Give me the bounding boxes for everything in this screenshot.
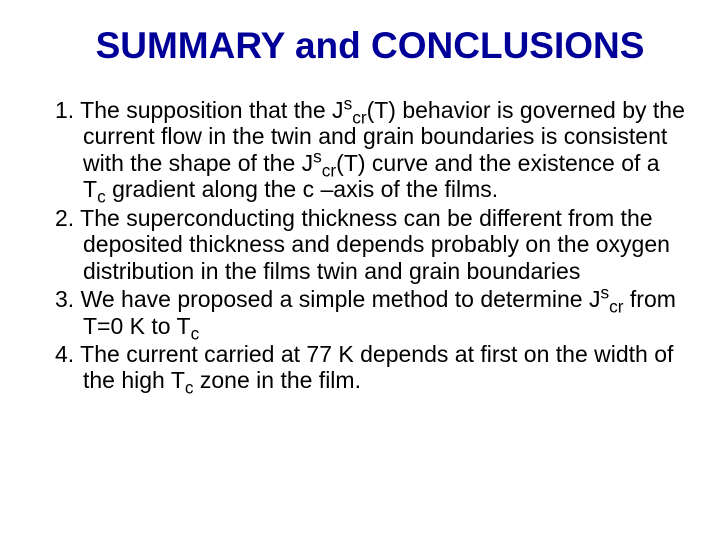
list-item: We have proposed a simple method to dete… <box>55 286 685 339</box>
superscript: s <box>344 93 353 113</box>
text-segment: gradient along the c –axis of the films. <box>106 176 499 202</box>
text-segment: zone in the film. <box>194 367 361 393</box>
list-item: The current carried at 77 K depends at f… <box>55 341 685 394</box>
text-segment: We have proposed a simple method to dete… <box>81 286 601 312</box>
subscript: c <box>185 378 194 398</box>
subscript: cr <box>609 297 623 317</box>
text-segment: The current carried at 77 K depends at f… <box>80 341 673 393</box>
superscript: s <box>313 146 322 166</box>
text-segment: The supposition that the J <box>80 97 343 123</box>
list-item: The superconducting thickness can be dif… <box>55 205 685 284</box>
slide-title: SUMMARY and CONCLUSIONS <box>55 25 685 67</box>
list-item: The supposition that the Jscr(T) behavio… <box>55 97 685 203</box>
conclusion-list: The supposition that the Jscr(T) behavio… <box>55 97 685 394</box>
slide-container: SUMMARY and CONCLUSIONS The supposition … <box>0 0 720 540</box>
superscript: s <box>601 282 610 302</box>
text-segment: The superconducting thickness can be dif… <box>80 205 670 284</box>
